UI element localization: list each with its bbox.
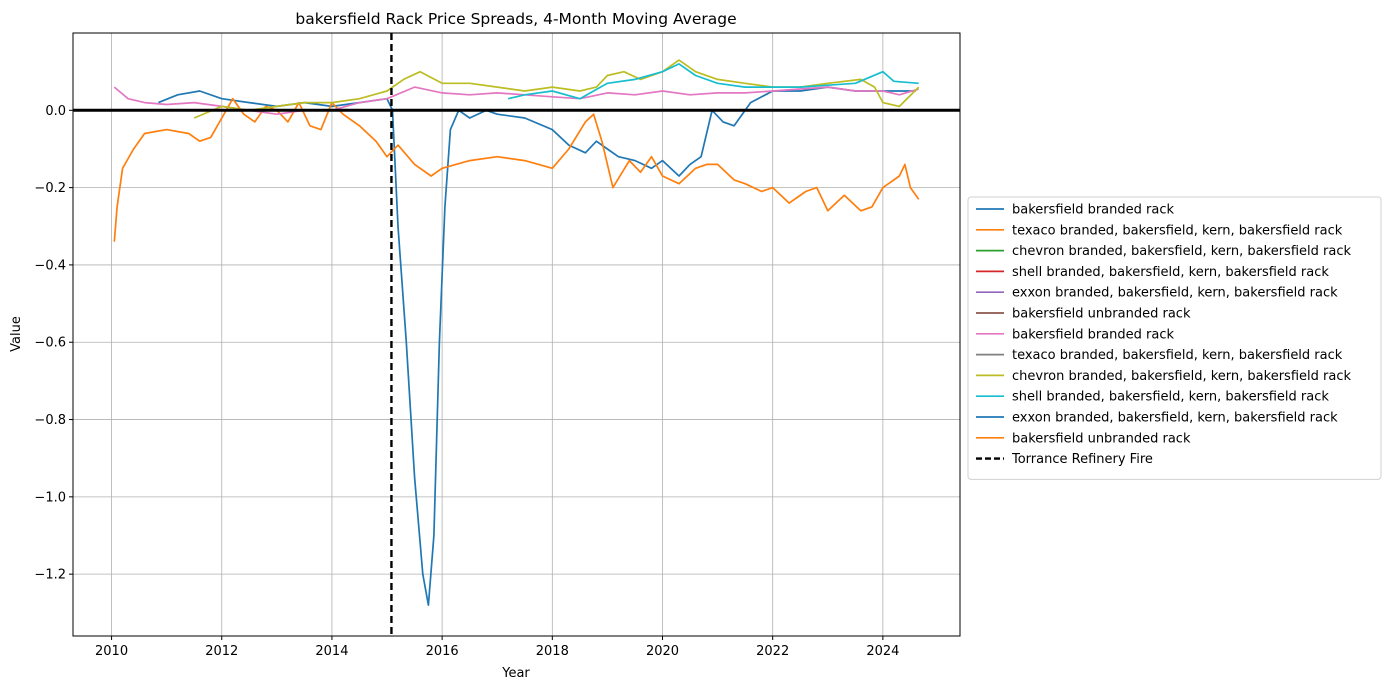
legend-label: exxon branded, bakersfield, kern, bakers… — [1012, 286, 1338, 301]
y-tick-label: 0.0 — [45, 104, 66, 119]
x-tick-label: 2014 — [315, 644, 348, 659]
series-line-8 — [193, 59, 920, 119]
legend-label: chevron branded, bakersfield, kern, bake… — [1012, 244, 1351, 259]
x-tick-label: 2018 — [536, 644, 569, 659]
x-tick-label: 2020 — [646, 644, 679, 659]
x-tick-label: 2010 — [95, 644, 128, 659]
legend-label: bakersfield branded rack — [1012, 327, 1174, 342]
plot-lines — [73, 33, 960, 636]
legend-label: texaco branded, bakersfield, kern, baker… — [1012, 223, 1343, 238]
x-tick-label: 2024 — [866, 644, 899, 659]
legend-label: bakersfield branded rack — [1012, 203, 1174, 218]
legend: bakersfield branded rack texaco branded, … — [967, 196, 1382, 480]
legend-label: chevron branded, bakersfield, kern, bake… — [1012, 369, 1351, 384]
y-axis-label: Value — [9, 316, 24, 352]
legend-label: shell branded, bakersfield, kern, bakers… — [1012, 390, 1329, 405]
y-tick-label: −1.0 — [34, 490, 66, 505]
x-tick-label: 2016 — [426, 644, 459, 659]
series-line-9 — [508, 63, 919, 100]
y-tick-label: −0.4 — [34, 258, 66, 273]
y-tick-label: −0.6 — [34, 336, 66, 351]
legend-box — [967, 196, 1382, 480]
y-tick-label: −0.2 — [34, 181, 66, 196]
legend-label: texaco branded, bakersfield, kern, baker… — [1012, 348, 1343, 363]
x-tick-label: 2022 — [756, 644, 789, 659]
legend-label: Torrance Refinery Fire — [1011, 452, 1153, 467]
y-tick-label: −0.8 — [34, 413, 66, 428]
legend-label: exxon branded, bakersfield, kern, bakers… — [1012, 411, 1338, 426]
x-axis-label: Year — [501, 666, 530, 681]
axis-ticks: 2010 2012 2014 2016 2018 2020 2022 2024 −1.2 −1.0… — [34, 104, 899, 659]
plot-area-frame — [72, 32, 961, 637]
legend-label: shell branded, bakersfield, kern, bakers… — [1012, 265, 1329, 280]
series-line-1 — [113, 97, 920, 242]
x-tick-label: 2012 — [205, 644, 238, 659]
chart-title: bakersfield Rack Price Spreads, 4-Month … — [295, 10, 736, 28]
legend-label: bakersfield unbranded rack — [1012, 431, 1191, 446]
legend-label: bakersfield unbranded rack — [1012, 307, 1191, 322]
y-tick-label: −1.2 — [34, 568, 66, 583]
grid — [73, 33, 960, 636]
